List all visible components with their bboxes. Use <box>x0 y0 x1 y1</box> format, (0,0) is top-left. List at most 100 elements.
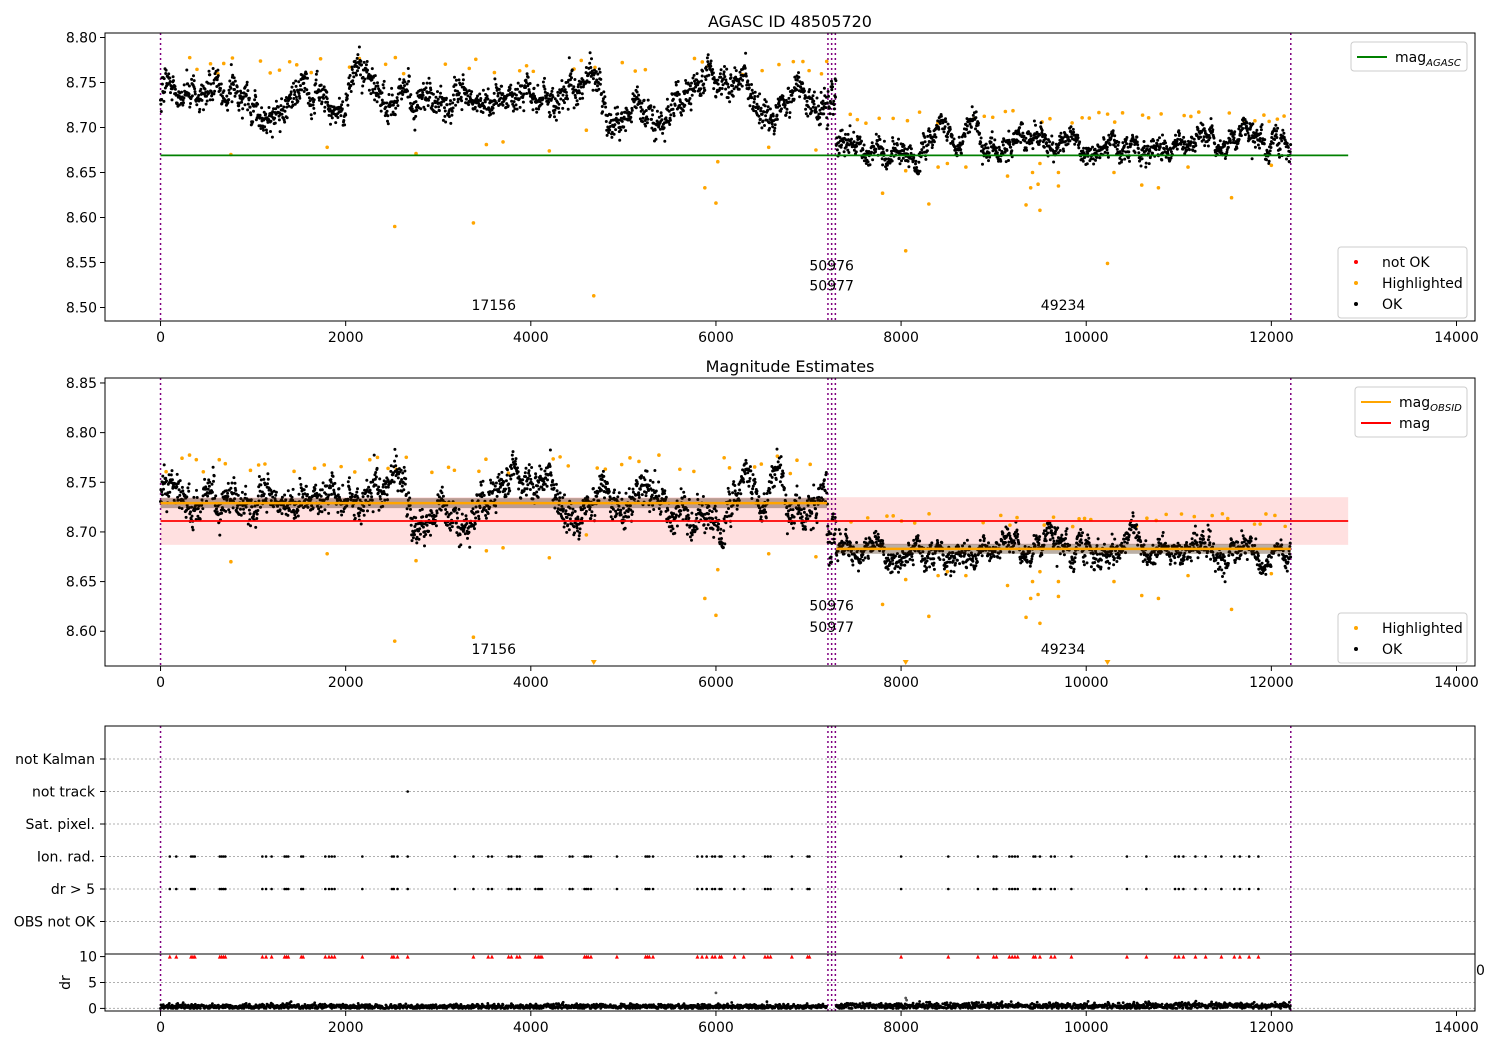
ok-point <box>709 64 713 68</box>
ok-point <box>255 512 259 516</box>
ok-point <box>186 82 190 86</box>
ok-point <box>407 79 411 83</box>
ok-point <box>500 470 504 474</box>
x-tick-label: 12000 <box>1249 330 1294 346</box>
ok-point <box>573 531 576 535</box>
ok-point <box>164 72 168 75</box>
ok-point <box>747 83 751 87</box>
ok-point <box>900 159 903 163</box>
highlighted-point <box>452 468 457 473</box>
ok-point <box>213 504 217 508</box>
highlighted-point <box>1024 203 1028 207</box>
ok-point <box>1147 162 1151 166</box>
ok-point <box>527 463 531 467</box>
ok-point <box>990 136 994 140</box>
ok-point <box>448 102 452 106</box>
ok-point <box>286 503 289 507</box>
ok-point <box>653 128 657 132</box>
ok-point <box>301 495 305 499</box>
ok-point <box>1139 164 1143 168</box>
obsid-label: 50976 <box>809 259 854 275</box>
ok-point <box>589 66 593 69</box>
ok-point <box>822 112 826 116</box>
ok-point <box>1278 147 1282 151</box>
ok-point <box>644 124 648 128</box>
highlighted-point <box>258 59 263 63</box>
highlighted-point <box>1140 113 1145 117</box>
ok-point <box>294 95 298 99</box>
ok-point <box>909 147 913 151</box>
ok-point <box>401 471 405 475</box>
ok-point <box>739 492 743 496</box>
ok-point <box>1016 139 1020 143</box>
ok-point <box>1091 145 1094 149</box>
ok-point <box>492 91 496 95</box>
ok-point <box>594 70 598 74</box>
ok-point <box>339 114 343 118</box>
highlighted-point <box>187 453 192 457</box>
ok-point <box>339 509 343 513</box>
ok-point <box>1225 150 1229 154</box>
ok-point <box>942 130 946 134</box>
highlighted-point <box>1120 111 1125 115</box>
ok-point <box>523 487 527 491</box>
ok-point <box>1094 158 1097 162</box>
ok-point <box>253 504 257 508</box>
ok-point <box>170 478 174 482</box>
ok-point <box>314 72 318 76</box>
ok-point <box>678 103 682 107</box>
ok-point <box>237 104 241 108</box>
ok-point <box>459 543 463 547</box>
ok-point <box>959 152 963 155</box>
ok-point <box>766 108 770 112</box>
ok-point <box>1089 157 1093 161</box>
ok-point <box>780 107 783 111</box>
ok-point <box>591 77 595 81</box>
ok-point <box>365 60 369 63</box>
ok-point <box>584 71 588 75</box>
ok-point <box>870 150 873 154</box>
ok-point <box>626 510 630 513</box>
ok-point <box>280 97 284 101</box>
ok-point <box>504 495 508 498</box>
ok-point <box>212 92 216 96</box>
ok-point <box>711 527 715 531</box>
highlighted-point <box>208 61 213 66</box>
ok-point <box>517 487 521 491</box>
ok-point <box>854 150 858 154</box>
ok-point <box>232 76 236 80</box>
ok-point <box>302 488 306 492</box>
ok-point <box>1246 127 1250 131</box>
ok-point <box>478 506 482 510</box>
ok-point <box>1044 133 1047 137</box>
ok-point <box>168 76 172 80</box>
highlighted-point <box>927 202 931 206</box>
ok-point <box>297 492 301 496</box>
ok-point <box>779 455 783 459</box>
ok-point <box>885 167 889 171</box>
ok-point <box>526 483 530 487</box>
ok-point <box>381 485 385 489</box>
ok-point <box>638 101 642 105</box>
ok-point <box>306 493 309 496</box>
ok-point <box>451 101 455 105</box>
ok-point <box>297 80 301 84</box>
ok-point <box>638 99 642 103</box>
ok-point <box>336 499 339 503</box>
ok-point <box>323 105 327 109</box>
highlighted-point <box>591 294 596 298</box>
ok-point <box>729 76 733 80</box>
ok-point <box>818 122 822 126</box>
ok-point <box>1146 144 1150 148</box>
ok-point <box>216 74 220 78</box>
ok-point <box>497 87 501 91</box>
highlighted-point <box>807 68 811 73</box>
ok-point <box>580 521 584 525</box>
ok-point <box>380 98 384 102</box>
ok-point <box>1038 139 1042 143</box>
ok-point <box>496 94 500 98</box>
ok-point <box>376 491 380 495</box>
ok-point <box>569 72 573 76</box>
ok-point <box>525 72 529 76</box>
ok-point <box>421 515 425 519</box>
